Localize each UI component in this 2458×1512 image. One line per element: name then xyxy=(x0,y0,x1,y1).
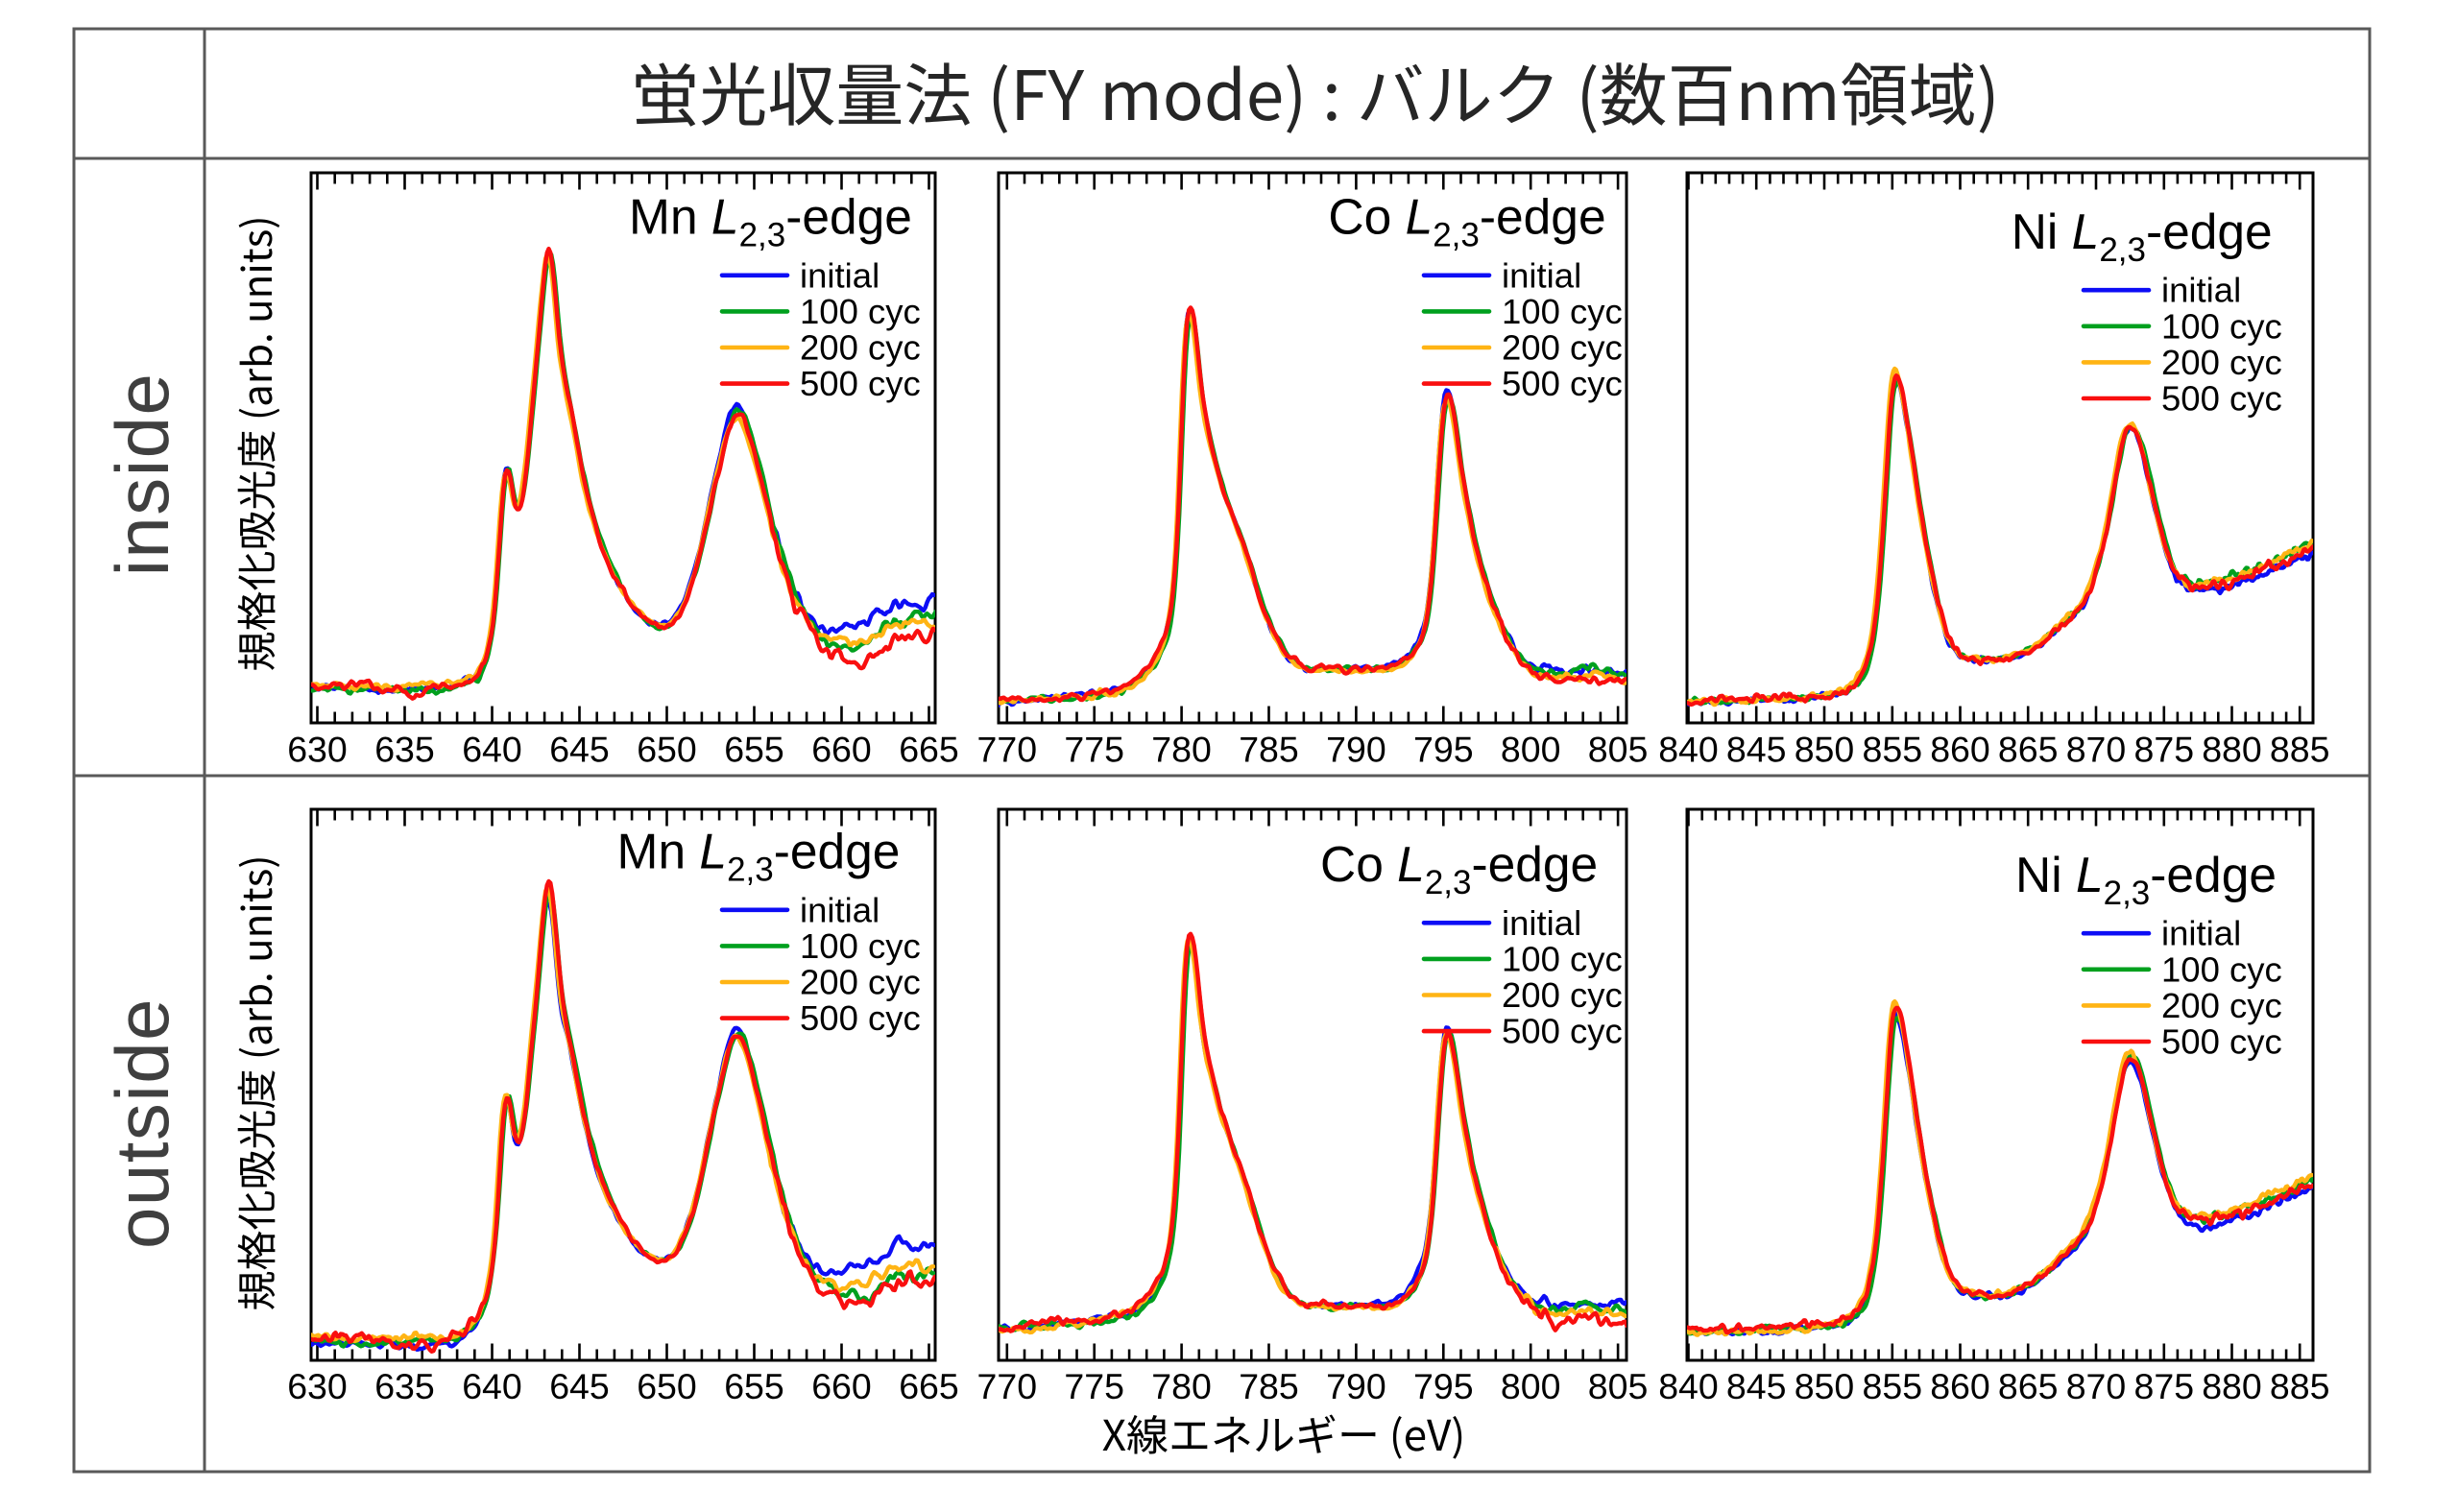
svg-text:645: 645 xyxy=(549,730,610,770)
svg-text:650: 650 xyxy=(637,1366,697,1406)
svg-text:outside: outside xyxy=(100,997,184,1249)
svg-text:780: 780 xyxy=(1151,730,1212,770)
svg-text:860: 860 xyxy=(1930,730,1990,770)
svg-text:635: 635 xyxy=(374,1366,435,1406)
svg-text:200 cyc: 200 cyc xyxy=(2161,986,2282,1025)
svg-text:initial: initial xyxy=(1502,903,1581,943)
svg-text:200 cyc: 200 cyc xyxy=(800,963,921,1002)
svg-text:770: 770 xyxy=(977,1366,1038,1406)
svg-text:630: 630 xyxy=(287,1366,348,1406)
svg-text:885: 885 xyxy=(2270,1366,2330,1406)
svg-text:initial: initial xyxy=(800,890,880,929)
svg-text:Co L2,3-edge: Co L2,3-edge xyxy=(1320,836,1598,901)
svg-text:850: 850 xyxy=(1795,1366,1855,1406)
svg-text:inside: inside xyxy=(100,372,184,577)
svg-text:665: 665 xyxy=(899,730,959,770)
svg-text:500 cyc: 500 cyc xyxy=(2161,1022,2282,1062)
svg-text:870: 870 xyxy=(2066,1366,2127,1406)
svg-text:800: 800 xyxy=(1501,1366,1561,1406)
svg-text:initial: initial xyxy=(2161,914,2241,953)
svg-text:875: 875 xyxy=(2134,1366,2195,1406)
svg-text:200 cyc: 200 cyc xyxy=(1502,975,1623,1015)
svg-text:630: 630 xyxy=(287,730,348,770)
svg-text:865: 865 xyxy=(1998,1366,2059,1406)
svg-text:100 cyc: 100 cyc xyxy=(2161,306,2282,346)
svg-text:640: 640 xyxy=(462,1366,522,1406)
svg-text:800: 800 xyxy=(1501,730,1561,770)
svg-text:500 cyc: 500 cyc xyxy=(1502,364,1623,403)
svg-text:795: 795 xyxy=(1413,730,1474,770)
svg-text:655: 655 xyxy=(724,1366,784,1406)
svg-text:655: 655 xyxy=(724,730,784,770)
svg-text:100 cyc: 100 cyc xyxy=(1502,292,1623,331)
svg-text:880: 880 xyxy=(2202,1366,2262,1406)
svg-text:660: 660 xyxy=(811,730,872,770)
svg-text:200 cyc: 200 cyc xyxy=(1502,328,1623,368)
svg-text:795: 795 xyxy=(1413,1366,1474,1406)
svg-text:650: 650 xyxy=(637,730,697,770)
svg-text:initial: initial xyxy=(800,255,880,295)
svg-text:100 cyc: 100 cyc xyxy=(2161,949,2282,989)
svg-text:780: 780 xyxy=(1151,1366,1212,1406)
svg-text:785: 785 xyxy=(1239,1366,1299,1406)
svg-text:200 cyc: 200 cyc xyxy=(2161,343,2282,382)
svg-text:660: 660 xyxy=(811,1366,872,1406)
svg-text:805: 805 xyxy=(1588,1366,1649,1406)
svg-text:640: 640 xyxy=(462,730,522,770)
svg-text:770: 770 xyxy=(977,730,1038,770)
svg-text:785: 785 xyxy=(1239,730,1299,770)
svg-text:840: 840 xyxy=(1658,1366,1719,1406)
svg-text:Ni L2,3-edge: Ni L2,3-edge xyxy=(2012,204,2273,269)
svg-text:500 cyc: 500 cyc xyxy=(800,364,921,403)
svg-text:875: 875 xyxy=(2134,730,2195,770)
svg-text:500 cyc: 500 cyc xyxy=(800,998,921,1038)
svg-text:initial: initial xyxy=(1502,255,1581,295)
svg-text:Ni L2,3-edge: Ni L2,3-edge xyxy=(2015,847,2277,912)
svg-text:775: 775 xyxy=(1064,730,1124,770)
svg-text:665: 665 xyxy=(899,1366,959,1406)
svg-text:initial: initial xyxy=(2161,271,2241,310)
svg-text:855: 855 xyxy=(1863,730,1923,770)
svg-text:860: 860 xyxy=(1930,1366,1990,1406)
svg-text:805: 805 xyxy=(1588,730,1649,770)
svg-text:200 cyc: 200 cyc xyxy=(800,328,921,368)
svg-text:645: 645 xyxy=(549,1366,610,1406)
svg-text:850: 850 xyxy=(1795,730,1855,770)
svg-text:500 cyc: 500 cyc xyxy=(1502,1012,1623,1051)
svg-text:635: 635 xyxy=(374,730,435,770)
svg-text:885: 885 xyxy=(2270,730,2330,770)
svg-text:790: 790 xyxy=(1326,730,1386,770)
svg-text:500 cyc: 500 cyc xyxy=(2161,379,2282,419)
svg-text:870: 870 xyxy=(2066,730,2127,770)
svg-text:880: 880 xyxy=(2202,730,2262,770)
svg-text:855: 855 xyxy=(1863,1366,1923,1406)
svg-text:865: 865 xyxy=(1998,730,2059,770)
svg-text:100 cyc: 100 cyc xyxy=(1502,939,1623,978)
svg-text:840: 840 xyxy=(1658,730,1719,770)
svg-text:845: 845 xyxy=(1726,730,1787,770)
svg-text:790: 790 xyxy=(1326,1366,1386,1406)
svg-text:100 cyc: 100 cyc xyxy=(800,926,921,966)
svg-text:100 cyc: 100 cyc xyxy=(800,292,921,331)
svg-text:775: 775 xyxy=(1064,1366,1124,1406)
svg-text:845: 845 xyxy=(1726,1366,1787,1406)
